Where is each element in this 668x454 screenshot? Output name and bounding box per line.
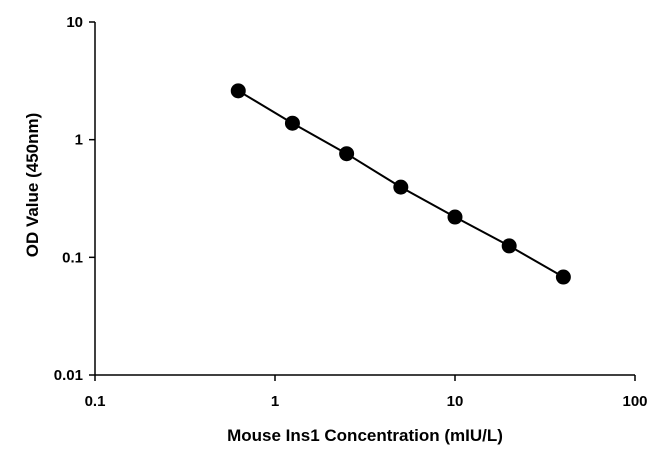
y-tick-label: 10 (66, 14, 83, 31)
x-tick-label: 100 (622, 393, 647, 410)
x-tick-label: 0.1 (85, 393, 106, 410)
data-point (447, 209, 463, 225)
x-tick-label: 10 (447, 393, 464, 410)
x-tick-label: 1 (271, 393, 279, 410)
series-points-group (230, 83, 571, 285)
y-tick-label: 1 (75, 132, 83, 149)
y-axis-ticks: 0.01 0.1 1 10 (54, 14, 95, 384)
data-point (230, 83, 246, 99)
x-axis-title: Mouse Ins1 Concentration (mIU/L) (227, 426, 503, 445)
y-axis-title: OD Value (450nm) (23, 113, 42, 258)
data-point (339, 146, 355, 162)
y-tick-label: 0.1 (62, 249, 83, 266)
data-point (393, 179, 409, 195)
y-tick-label: 0.01 (54, 367, 83, 384)
x-axis-ticks: 0.1 1 10 100 (85, 375, 648, 410)
data-point (284, 115, 300, 131)
data-point (501, 238, 517, 254)
data-point (555, 269, 571, 285)
